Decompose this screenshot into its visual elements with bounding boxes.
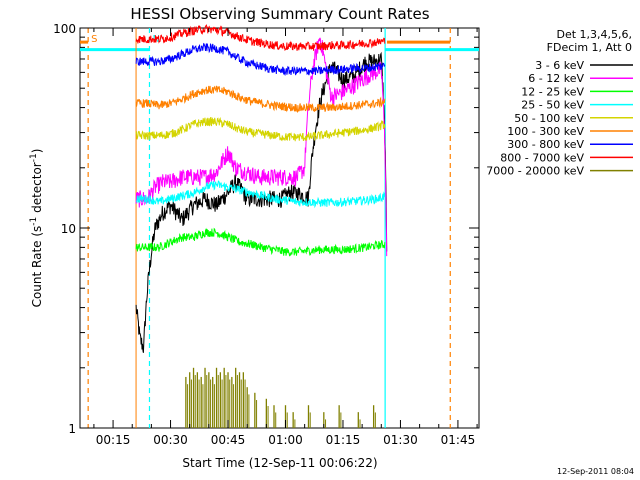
legend-label: 800 - 7000 keV <box>500 151 584 164</box>
y-axis-label-part-3: ) <box>30 149 44 154</box>
x-tick-label: 01:00 <box>268 433 303 447</box>
legend-label: 12 - 25 keV <box>521 85 584 98</box>
y-axis-label: Count Rate (s-1 detector-1) <box>29 149 44 308</box>
x-tick-label: 01:45 <box>441 433 476 447</box>
y-axis: 1 10 100 <box>53 22 479 436</box>
series-line <box>135 180 386 209</box>
y-tick-label: 100 <box>53 22 76 36</box>
x-axis: 00:15 00:30 00:45 01:00 01:15 01:30 01:45 <box>93 28 478 447</box>
legend-header-1: Det 1,3,4,5,6, <box>556 28 632 41</box>
series-line <box>135 116 386 142</box>
chart-title: HESSI Observing Summary Count Rates <box>130 5 429 23</box>
x-axis-label: Start Time (12-Sep-11 00:06:22) <box>182 456 377 470</box>
series-line <box>135 24 386 51</box>
y-tick-label: 1 <box>68 422 76 436</box>
x-tick-label: 00:30 <box>153 433 188 447</box>
legend-header-2: FDecim 1, Att 0 <box>547 41 632 54</box>
y-axis-label-part-2: detector <box>30 162 44 217</box>
x-tick-label: 00:15 <box>96 433 131 447</box>
legend-label: 3 - 6 keV <box>535 59 584 72</box>
series-line <box>135 227 386 257</box>
marker-label: S <box>91 34 97 45</box>
legend-label: 300 - 800 keV <box>507 138 584 151</box>
plot-frame <box>79 27 480 429</box>
x-tick-label: 01:15 <box>326 433 361 447</box>
legend-label: 50 - 100 keV <box>514 112 584 125</box>
legend-label: 7000 - 20000 keV <box>486 165 584 178</box>
y-axis-label-part-1: Count Rate (s <box>30 226 44 308</box>
footer-timestamp: 12-Sep-2011 08:04 <box>557 467 634 476</box>
x-tick-label: 01:30 <box>383 433 418 447</box>
legend-label: 25 - 50 keV <box>521 99 584 112</box>
y-axis-label-exp-2: -1 <box>29 153 39 162</box>
y-axis-label-exp-1: -1 <box>29 217 39 226</box>
y-tick-label: 10 <box>61 222 76 236</box>
series-line <box>135 85 386 113</box>
legend-label: 6 - 12 keV <box>528 72 584 85</box>
legend: Det 1,3,4,5,6, FDecim 1, Att 0 3 - 6 keV… <box>486 28 633 178</box>
series-line <box>135 51 388 353</box>
series-line <box>135 42 386 77</box>
x-tick-label: 00:45 <box>211 433 246 447</box>
legend-label: 100 - 300 keV <box>507 125 584 138</box>
series-line <box>135 37 388 257</box>
